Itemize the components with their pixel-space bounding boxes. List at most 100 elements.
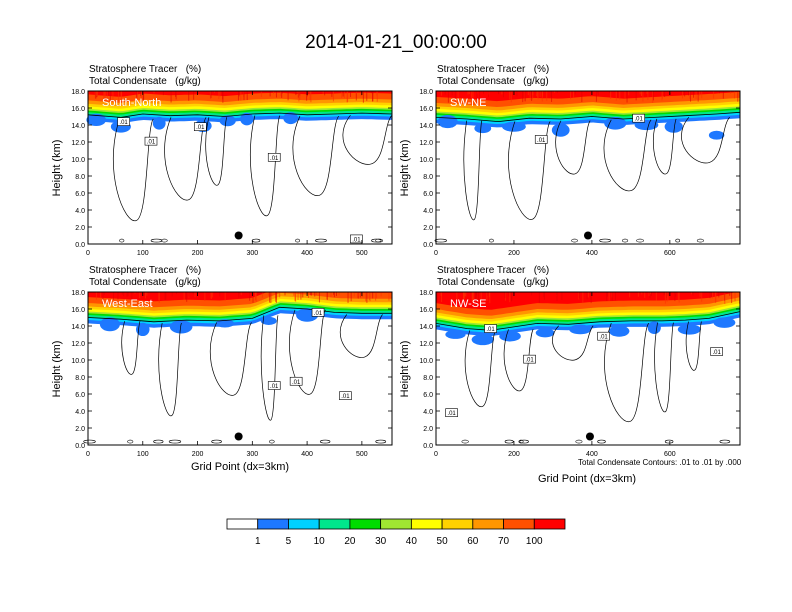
x-tick-label: 400 [301, 250, 313, 257]
contour-label: .01 [341, 394, 350, 400]
surface-contour [622, 238, 629, 243]
condensate-contour [205, 117, 228, 186]
panel-title: SW-NE [450, 97, 486, 109]
y-tick-label: 10.0 [71, 358, 85, 365]
surface-contour [696, 238, 704, 243]
colorbar-label: 100 [525, 536, 543, 547]
surface-contour [719, 439, 731, 444]
condensate-contour [654, 322, 674, 413]
condensate-contour [289, 309, 326, 395]
y-tick-label: 16.0 [419, 106, 433, 113]
y-tick-label: 10.0 [419, 358, 433, 365]
colorbar-swatch [410, 518, 443, 530]
panel-3-subtitle-line2: Total Condensate (g/kg) [89, 277, 201, 288]
x-tick-label: 0 [434, 250, 438, 257]
contour-label: .01 [525, 358, 534, 364]
surface-contour [488, 238, 494, 243]
condensate-contour [249, 115, 281, 216]
y-tick-label: 16.0 [419, 307, 433, 314]
surface-contour [168, 439, 182, 444]
x-tick-label: 0 [86, 250, 90, 257]
contour-label: .01 [314, 311, 323, 317]
panel-1-subtitle-line2: Total Condensate (g/kg) [89, 76, 201, 87]
surface-contour [434, 238, 447, 243]
contour-label-box [484, 324, 497, 333]
x-tick-label: 200 [508, 250, 520, 257]
surface-contour [375, 238, 384, 243]
condensate-contour [260, 315, 279, 421]
condensate-contour [121, 321, 141, 375]
surface-contour [461, 439, 469, 444]
plot-area: .01 .01 .01 .01 .01 NW-SE 0.0 2.0 4.0 6.0 8.0 10.0 1… [419, 290, 741, 458]
condensate-contour [339, 314, 383, 358]
condensate-contour [158, 322, 182, 416]
intrusion-cell-2 [502, 121, 526, 132]
contour-label: .01 [292, 380, 301, 386]
contour-label-box [523, 354, 536, 364]
y-tick-label: 4.0 [423, 409, 433, 416]
condensate-contour-top [87, 306, 392, 323]
y-tick-label: 18.0 [71, 89, 85, 96]
main-title: 2014-01-21_00:00:00 [305, 32, 487, 53]
intrusion-cell-2 [499, 330, 521, 342]
panel-2-subtitle: Stratosphere Tracer (%) Total Condensate… [437, 64, 549, 88]
surface-contour [375, 439, 387, 444]
panel-4-subtitle: Stratosphere Tracer (%) Total Condensate… [437, 265, 549, 289]
x-tick-label: 200 [192, 451, 204, 458]
y-tick-label: 8.0 [75, 375, 85, 382]
x-tick-label: 300 [246, 250, 258, 257]
surface-contour [119, 238, 125, 243]
contour-label-box [534, 135, 548, 144]
panel-1-subtitle-line1: Stratosphere Tracer (%) [89, 64, 202, 75]
contour-label: .01 [712, 350, 721, 356]
y-tick-label: 2.0 [423, 426, 433, 433]
y-tick-label: 0.0 [75, 443, 85, 450]
panel-title: South-North [102, 97, 161, 109]
x-tick-label: 400 [586, 451, 598, 458]
y-tick-label: 0.0 [423, 443, 433, 450]
y-tick-label: 8.0 [423, 375, 433, 382]
contour-label: .01 [634, 117, 643, 123]
x-tick-label: 0 [434, 451, 438, 458]
surface-contour [371, 238, 382, 243]
y-tick-label: 6.0 [423, 392, 433, 399]
condensate-contour [681, 116, 731, 164]
plot-frame [435, 291, 741, 446]
y-tick-label: 0.0 [423, 242, 433, 249]
condensate-contour [685, 321, 702, 371]
x-tick-label: 500 [356, 250, 368, 257]
condensate-contour [603, 119, 652, 192]
panel-3-xlabel: Grid Point (dx=3km) [190, 461, 290, 473]
condensate-contour [503, 329, 534, 391]
y-tick-label: 2.0 [75, 426, 85, 433]
intrusion-cell-3 [535, 328, 555, 338]
colorbar [226, 518, 566, 530]
intrusion-cell-2 [169, 320, 193, 334]
intrusion-cell-6 [283, 112, 299, 125]
contour-label-box [311, 308, 325, 317]
intrusion-cell-4 [604, 117, 627, 130]
surface-contour [295, 238, 301, 243]
surface-contour [664, 439, 674, 444]
intrusion-cell-5 [608, 325, 630, 337]
surface-contour [153, 439, 164, 444]
y-tick-label: 6.0 [75, 191, 85, 198]
y-tick-label: 10.0 [419, 157, 433, 164]
surface-contour [504, 439, 514, 444]
plot-area: .01 .01 .01 .01 .01 South-North 0.0 2.0 4.0 6.0 8.… [71, 89, 393, 257]
surface-contour [518, 439, 524, 444]
colorbar-label: 10 [313, 536, 325, 547]
surface-contour [150, 238, 163, 243]
colorbar-label: 60 [467, 536, 479, 547]
contour-label: .01 [270, 156, 279, 162]
y-tick-label: 14.0 [71, 123, 85, 130]
surface-contour [599, 238, 611, 243]
plot-frame [435, 90, 741, 245]
intrusion-cell-4 [260, 316, 277, 325]
surface-contour [211, 439, 222, 444]
y-tick-label: 12.0 [419, 341, 433, 348]
plot-frame [87, 90, 393, 245]
y-tick-label: 10.0 [71, 157, 85, 164]
